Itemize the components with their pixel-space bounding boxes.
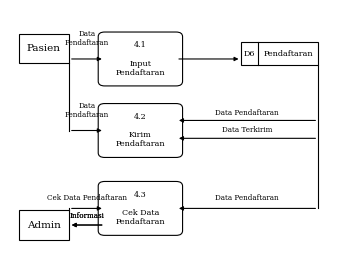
Text: Pendaftaran: Pendaftaran [264,50,313,58]
FancyBboxPatch shape [98,181,183,235]
Text: D6: D6 [244,50,256,58]
Text: Admin: Admin [27,221,61,229]
FancyBboxPatch shape [19,210,69,240]
FancyBboxPatch shape [19,34,69,63]
Text: Cek Data Pendaftaran: Cek Data Pendaftaran [47,194,127,202]
Text: Data Terkirim: Data Terkirim [222,127,272,134]
Text: 4.2

Kirim
Pendaftaran: 4.2 Kirim Pendaftaran [115,113,165,148]
Text: Data Pendaftaran: Data Pendaftaran [215,109,279,117]
Text: 4.3

Cek Data
Pendaftaran: 4.3 Cek Data Pendaftaran [115,191,165,226]
Text: 4.1

Input
Pendaftaran: 4.1 Input Pendaftaran [115,41,165,77]
Text: Informasi: Informasi [69,212,104,221]
Text: Data Pendaftaran: Data Pendaftaran [215,194,279,202]
Text: Data
Pendaftaran: Data Pendaftaran [65,102,109,119]
FancyBboxPatch shape [98,32,183,86]
Text: Pasien: Pasien [27,44,61,53]
FancyBboxPatch shape [98,104,183,157]
Text: Data
Pendaftaran: Data Pendaftaran [65,30,109,48]
Text: Informasi: Informasi [69,212,104,221]
FancyBboxPatch shape [241,42,318,65]
